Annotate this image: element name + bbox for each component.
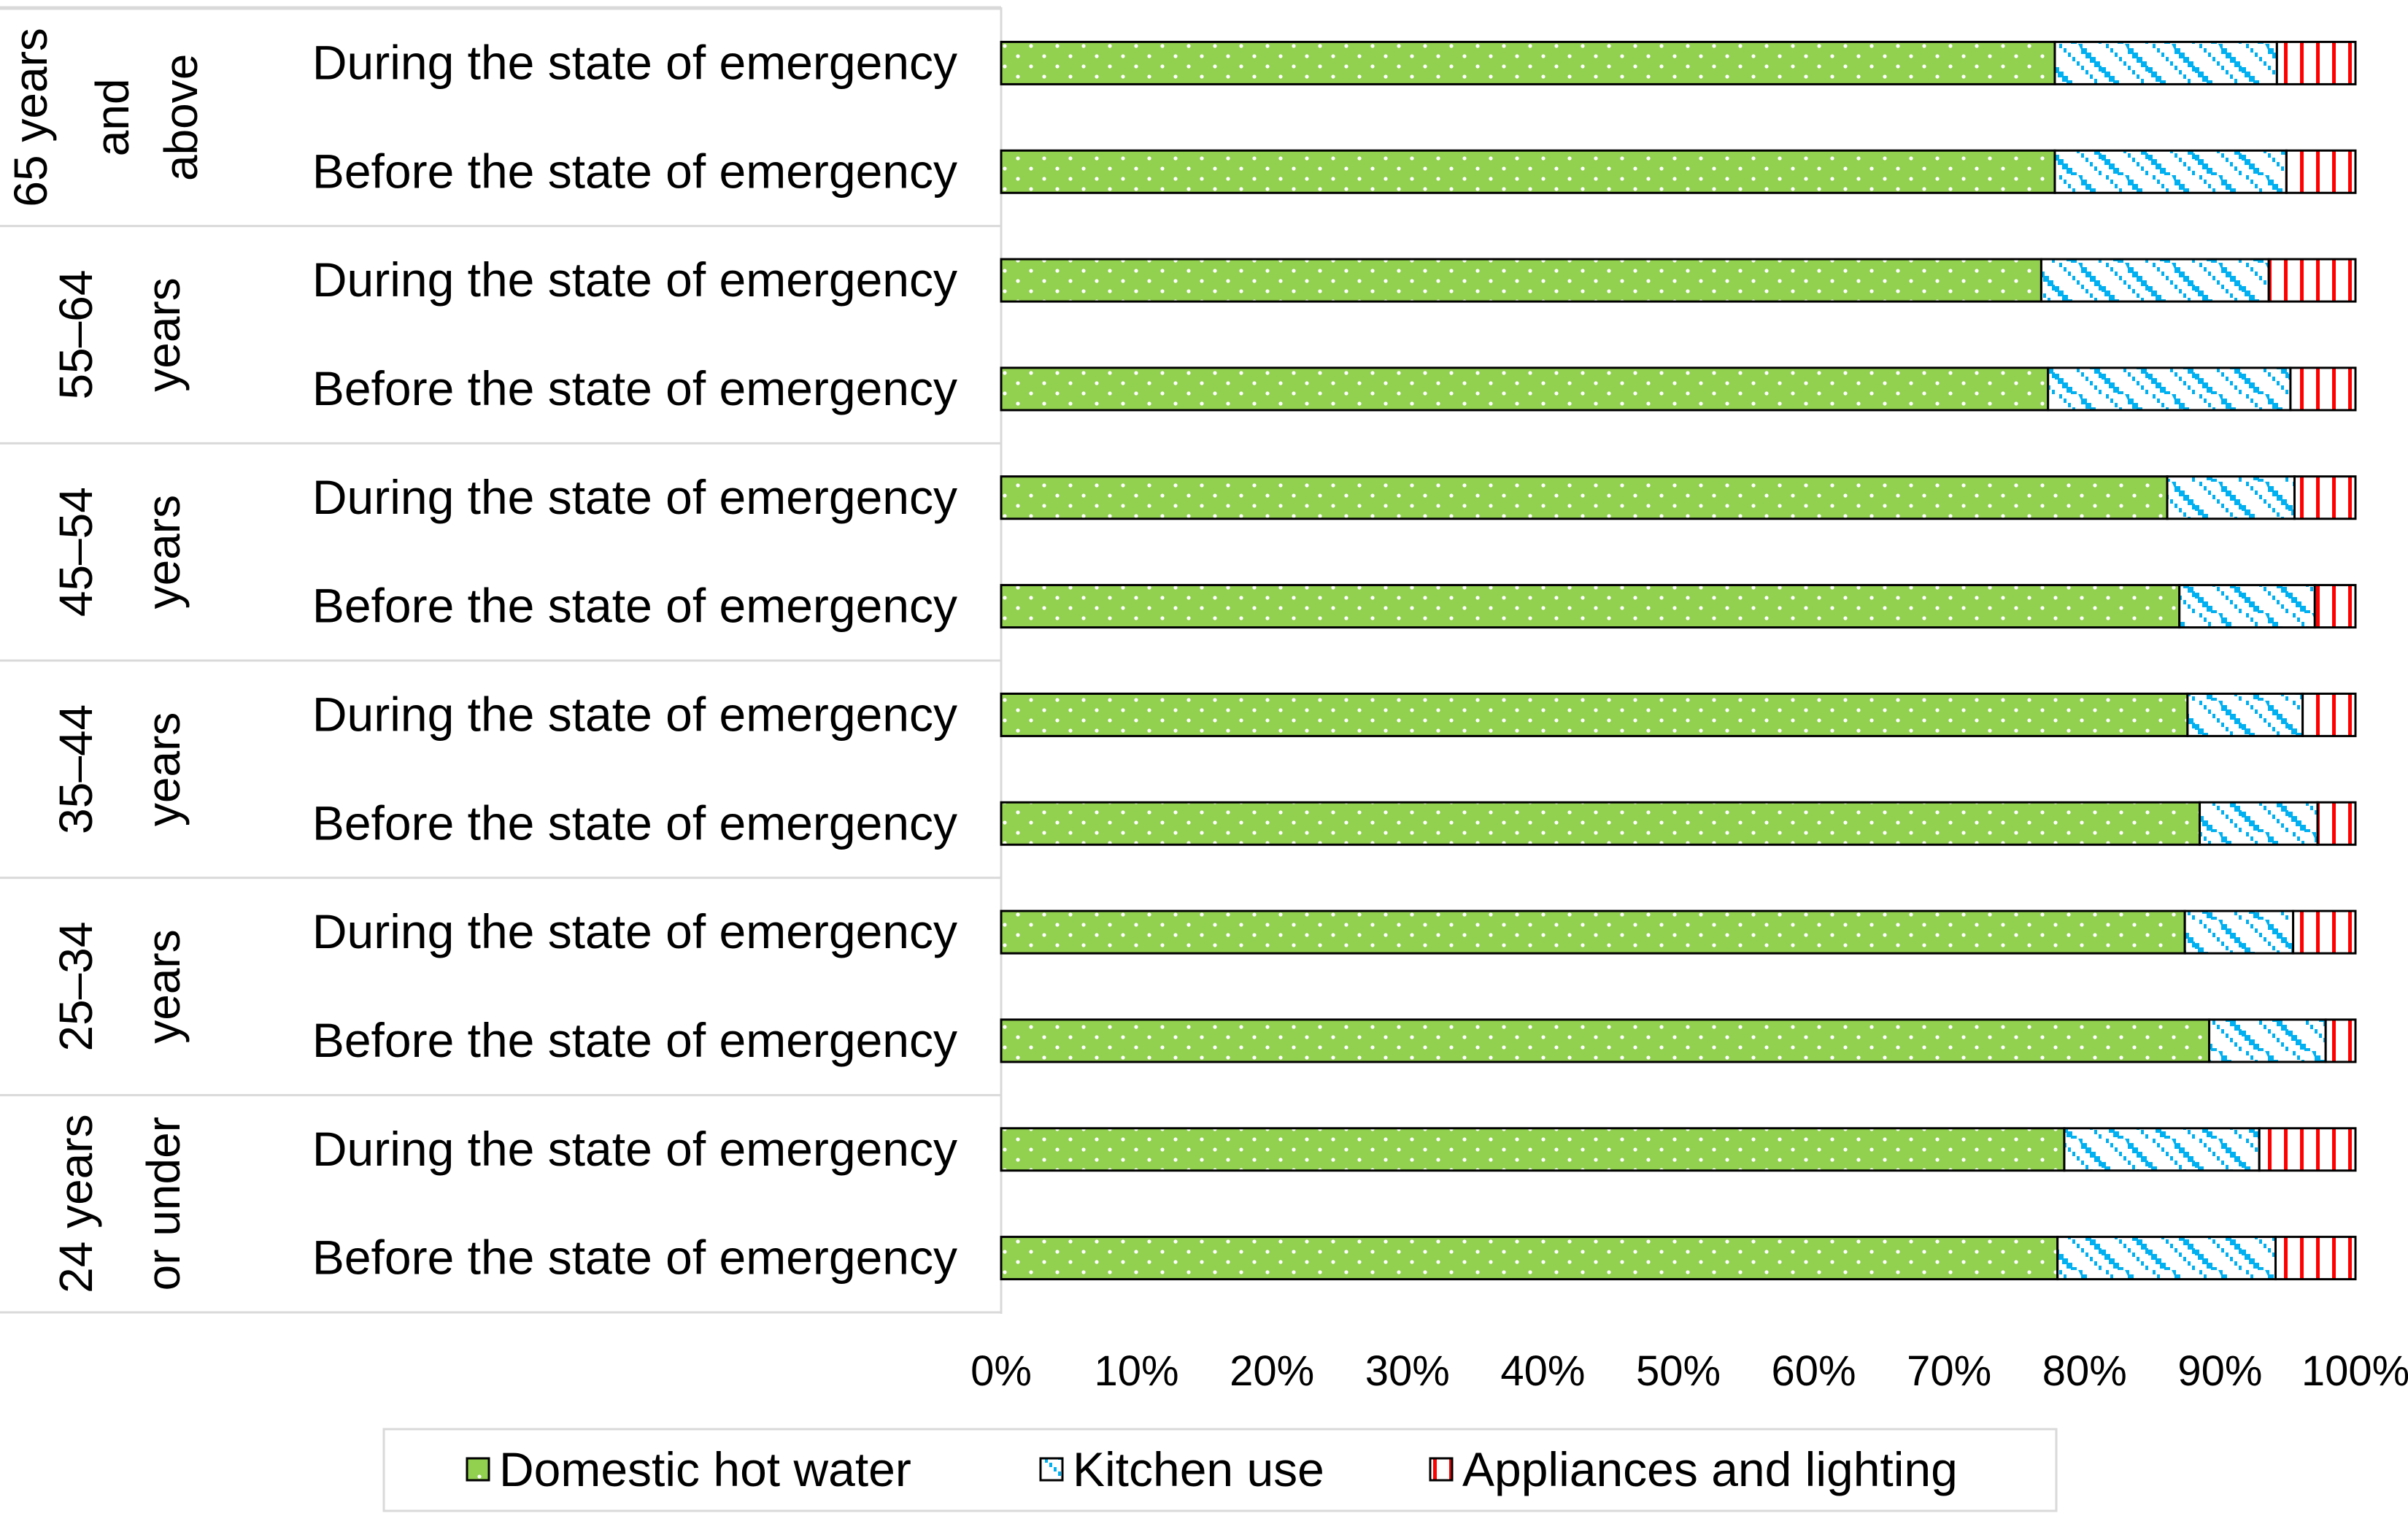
bar-segment-appliances-and-lighting bbox=[2258, 1127, 2357, 1172]
bar-segment-domestic-hot-water bbox=[1000, 801, 2201, 846]
bar-segment-domestic-hot-water bbox=[1000, 258, 2042, 303]
bar-segment-kitchen-use bbox=[2186, 692, 2304, 737]
x-tick-label: 20% bbox=[1230, 1347, 1314, 1395]
bar-segment-domestic-hot-water bbox=[1000, 909, 2186, 955]
group-label: years bbox=[137, 277, 190, 392]
bar-segment-appliances-and-lighting bbox=[2292, 909, 2357, 955]
x-tick-label: 10% bbox=[1095, 1347, 1179, 1395]
legend-swatch-domestic-hot-water bbox=[466, 1457, 490, 1482]
bar-segment-kitchen-use bbox=[2053, 149, 2288, 194]
x-tick-label: 30% bbox=[1365, 1347, 1450, 1395]
bar-segment-kitchen-use bbox=[2056, 1236, 2277, 1281]
bar-segment-kitchen-use bbox=[2053, 40, 2278, 85]
bar-segment-kitchen-use bbox=[2047, 366, 2292, 412]
group-label: or under bbox=[137, 1117, 190, 1290]
bar-segment-appliances-and-lighting bbox=[2313, 584, 2357, 629]
bar-segment-appliances-and-lighting bbox=[2274, 1236, 2357, 1281]
group-label: 55–64 bbox=[50, 270, 102, 400]
bar-segment-domestic-hot-water bbox=[1000, 366, 2050, 412]
bar-segment-domestic-hot-water bbox=[1000, 584, 2181, 629]
group-label: above bbox=[155, 54, 207, 181]
x-tick-label: 100% bbox=[2301, 1347, 2408, 1395]
group-label: 24 years bbox=[50, 1114, 102, 1293]
bar-segment-kitchen-use bbox=[2166, 475, 2296, 520]
category-label: Before the state of emergency bbox=[312, 1013, 957, 1067]
bar-segment-domestic-hot-water bbox=[1000, 475, 2169, 520]
bar-segment-kitchen-use bbox=[2199, 801, 2319, 846]
group-label: years bbox=[137, 495, 190, 609]
bar-segment-appliances-and-lighting bbox=[2267, 258, 2357, 303]
group-label: 35–44 bbox=[50, 704, 102, 834]
bars bbox=[1000, 40, 2357, 1281]
category-labels: During the state of emergency Before the … bbox=[312, 35, 957, 1284]
bar-segment-domestic-hot-water bbox=[1000, 149, 2056, 194]
legend-box bbox=[382, 1428, 2058, 1512]
bar-segment-domestic-hot-water bbox=[1000, 40, 2056, 85]
bar-segment-kitchen-use bbox=[2183, 909, 2295, 955]
legend-swatch-appliances-and-lighting bbox=[1429, 1457, 1454, 1482]
bar-segment-appliances-and-lighting bbox=[2293, 475, 2357, 520]
category-label: During the state of emergency bbox=[312, 904, 957, 958]
category-axis-grid bbox=[0, 6, 1003, 1314]
category-label: Before the state of emergency bbox=[312, 144, 957, 198]
category-label: During the state of emergency bbox=[312, 687, 957, 741]
bar-segment-kitchen-use bbox=[2040, 258, 2270, 303]
x-tick-label: 60% bbox=[1772, 1347, 1856, 1395]
x-axis-tick-labels: 0% 10% 20% 30% 40% 50% 60% 70% 80% 90% 100% bbox=[970, 1347, 2408, 1395]
bar-segment-appliances-and-lighting bbox=[2289, 366, 2357, 412]
bar-segment-domestic-hot-water bbox=[1000, 692, 2189, 737]
x-tick-label: 50% bbox=[1636, 1347, 1721, 1395]
category-label: During the state of emergency bbox=[312, 1122, 957, 1176]
bar-segment-domestic-hot-water bbox=[1000, 1018, 2211, 1063]
x-tick-label: 40% bbox=[1500, 1347, 1585, 1395]
group-label: 25–34 bbox=[50, 922, 102, 1052]
bar-segment-domestic-hot-water bbox=[1000, 1236, 2059, 1281]
x-tick-label: 0% bbox=[970, 1347, 1032, 1395]
x-tick-label: 90% bbox=[2177, 1347, 2262, 1395]
category-label: Before the state of emergency bbox=[312, 579, 957, 633]
group-label: 45–54 bbox=[50, 487, 102, 617]
group-label: 65 years bbox=[4, 28, 57, 207]
legend-label: Kitchen use bbox=[1073, 1442, 1324, 1496]
bar-segment-appliances-and-lighting bbox=[2316, 801, 2357, 846]
bar-segment-appliances-and-lighting bbox=[2285, 149, 2357, 194]
bar-segment-appliances-and-lighting bbox=[2301, 692, 2357, 737]
bar-segment-appliances-and-lighting bbox=[2324, 1018, 2357, 1063]
legend-label: Domestic hot water bbox=[499, 1442, 911, 1496]
category-label: During the state of emergency bbox=[312, 35, 957, 89]
bar-segment-domestic-hot-water bbox=[1000, 1127, 2066, 1172]
category-label: During the state of emergency bbox=[312, 470, 957, 524]
group-label: years bbox=[137, 712, 190, 827]
group-label: and bbox=[86, 78, 139, 156]
category-label: Before the state of emergency bbox=[312, 796, 957, 850]
category-label: Before the state of emergency bbox=[312, 1231, 957, 1285]
bar-segment-kitchen-use bbox=[2208, 1018, 2327, 1063]
category-label: Before the state of emergency bbox=[312, 361, 957, 415]
bar-segment-kitchen-use bbox=[2063, 1127, 2261, 1172]
group-label: years bbox=[137, 929, 190, 1044]
bar-segment-appliances-and-lighting bbox=[2275, 40, 2357, 85]
bar-segment-kitchen-use bbox=[2178, 584, 2316, 629]
legend: Domestic hot water Kitchen use Appliances … bbox=[382, 1428, 2058, 1512]
group-labels: 65 years and above 55–64 years 45–54 years 35–4… bbox=[4, 28, 207, 1293]
x-tick-label: 70% bbox=[1907, 1347, 1991, 1395]
legend-swatch-kitchen-use bbox=[1039, 1457, 1064, 1482]
x-tick-label: 80% bbox=[2042, 1347, 2127, 1395]
legend-label: Appliances and lighting bbox=[1462, 1442, 1958, 1496]
category-label: During the state of emergency bbox=[312, 253, 957, 307]
